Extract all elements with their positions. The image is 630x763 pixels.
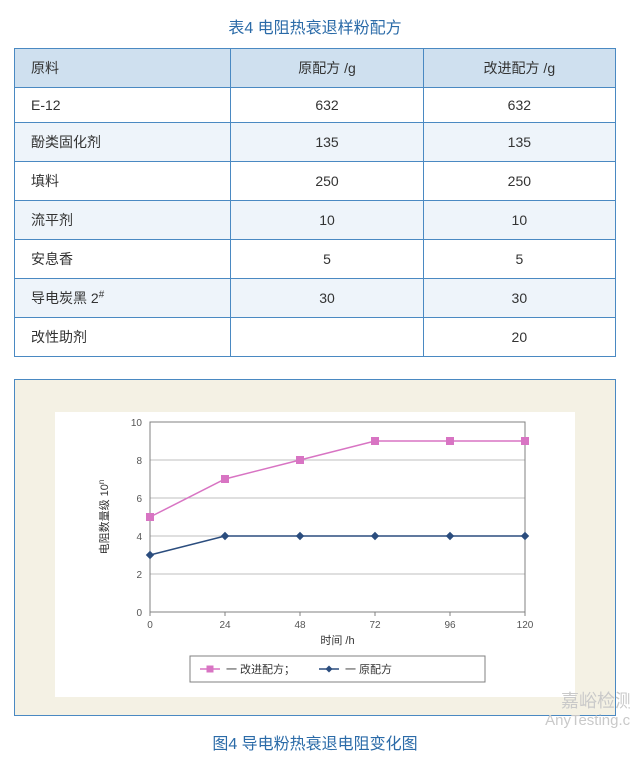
svg-text:0: 0 — [136, 608, 142, 619]
svg-text:一 改进配方；: 一 改进配方； — [226, 662, 295, 676]
svg-text:72: 72 — [369, 620, 381, 631]
table-row: 流平剂 10 10 — [15, 201, 616, 240]
cell: 安息香 — [15, 240, 231, 279]
col-improved: 改进配方 /g — [423, 49, 615, 88]
svg-text:96: 96 — [444, 620, 456, 631]
formula-table: 原料 原配方 /g 改进配方 /g E-12 632 632 酚类固化剂 135… — [14, 48, 616, 357]
svg-text:电阻数量级 10n: 电阻数量级 10n — [97, 480, 112, 555]
cell: 30 — [423, 279, 615, 318]
cell: 流平剂 — [15, 201, 231, 240]
cell: 5 — [423, 240, 615, 279]
cell: 632 — [423, 88, 615, 123]
cell: 250 — [423, 162, 615, 201]
table-row: 改性助剂 20 — [15, 318, 616, 357]
cell: 10 — [231, 201, 423, 240]
cell: 5 — [231, 240, 423, 279]
col-original: 原配方 /g — [231, 49, 423, 88]
svg-text:120: 120 — [517, 620, 534, 631]
cell: 135 — [423, 123, 615, 162]
cell: 135 — [231, 123, 423, 162]
svg-text:24: 24 — [219, 620, 231, 631]
cell: 632 — [231, 88, 423, 123]
table-title: 表4 电阻热衰退样粉配方 — [14, 14, 616, 38]
table-row: E-12 632 632 — [15, 88, 616, 123]
watermark-line2: AnyTesting.com — [545, 712, 630, 729]
svg-text:8: 8 — [136, 456, 142, 467]
cell: 酚类固化剂 — [15, 123, 231, 162]
cell: 填料 — [15, 162, 231, 201]
cell: 250 — [231, 162, 423, 201]
table-row: 填料 250 250 — [15, 162, 616, 201]
col-material: 原料 — [15, 49, 231, 88]
resistance-line-chart: 0246810024487296120时间 /h电阻数量级 10n一 改进配方；… — [55, 412, 565, 692]
cell: 20 — [423, 318, 615, 357]
cell: E-12 — [15, 88, 231, 123]
svg-text:时间 /h: 时间 /h — [320, 634, 354, 647]
cell — [231, 318, 423, 357]
figure-title: 图4 导电粉热衰退电阻变化图 — [14, 730, 616, 754]
cell: 30 — [231, 279, 423, 318]
figure-outer-panel: 0246810024487296120时间 /h电阻数量级 10n一 改进配方；… — [14, 379, 616, 716]
svg-text:2: 2 — [136, 570, 142, 581]
svg-text:4: 4 — [136, 532, 142, 543]
svg-text:48: 48 — [294, 620, 306, 631]
table-row: 安息香 5 5 — [15, 240, 616, 279]
table-header-row: 原料 原配方 /g 改进配方 /g — [15, 49, 616, 88]
svg-text:6: 6 — [136, 494, 142, 505]
cell: 10 — [423, 201, 615, 240]
figure-inner-panel: 0246810024487296120时间 /h电阻数量级 10n一 改进配方；… — [55, 412, 575, 697]
svg-text:一 原配方: 一 原配方 — [345, 662, 392, 676]
cell: 改性助剂 — [15, 318, 231, 357]
table-row: 酚类固化剂 135 135 — [15, 123, 616, 162]
table-row: 导电炭黑 2#导电炭黑 2# 30 30 — [15, 279, 616, 318]
cell: 导电炭黑 2#导电炭黑 2# — [15, 279, 231, 318]
svg-text:0: 0 — [147, 620, 153, 631]
svg-text:10: 10 — [131, 418, 143, 429]
